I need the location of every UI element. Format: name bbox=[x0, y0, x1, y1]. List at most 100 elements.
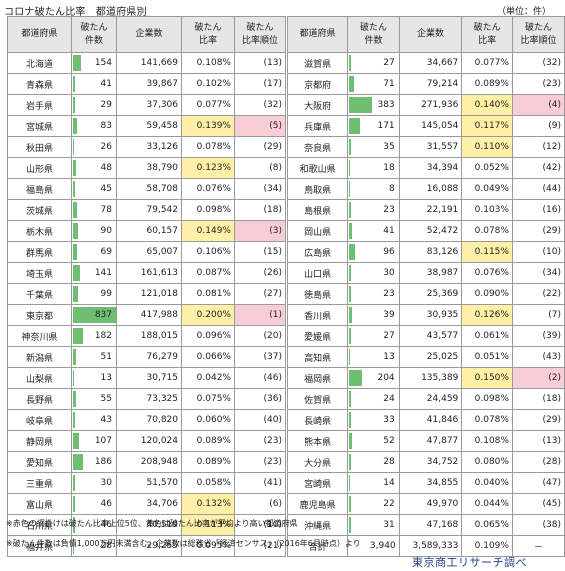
cell-company-count: 34,667 bbox=[398, 52, 463, 74]
cell-ratio-rank: (13) bbox=[234, 52, 286, 74]
table-row: 大阪府 383 271,936 0.140% (4) bbox=[286, 94, 565, 116]
count-value: 182 bbox=[94, 331, 112, 341]
count-value: 30 bbox=[383, 268, 395, 278]
cell-ratio-rank: (23) bbox=[511, 73, 565, 95]
table-row: 石川県 46 40,519 0.113% (10) bbox=[7, 514, 286, 536]
cell-prefecture: 埼玉県 bbox=[7, 262, 72, 284]
count-data-bar bbox=[73, 412, 76, 428]
cell-ratio-rank: (2) bbox=[511, 367, 565, 389]
cell-bankruptcy-count: 48 bbox=[71, 157, 117, 179]
count-value: 204 bbox=[377, 373, 395, 383]
cell-bankruptcy-ratio: 0.075% bbox=[181, 388, 235, 410]
cell-bankruptcy-count: 8 bbox=[347, 178, 400, 200]
table-row: 鳥取県 8 16,088 0.049% (44) bbox=[286, 178, 565, 200]
count-value: 41 bbox=[100, 79, 112, 89]
count-data-bar bbox=[349, 181, 350, 197]
table-row: 福井県 28 29,255 0.095% (21) bbox=[7, 535, 286, 557]
cell-prefecture: 秋田県 bbox=[7, 136, 72, 158]
cell-prefecture: 徳島県 bbox=[286, 283, 349, 305]
cell-ratio-rank: (17) bbox=[234, 73, 286, 95]
cell-bankruptcy-ratio: 0.040% bbox=[461, 472, 513, 494]
cell-bankruptcy-ratio: 0.089% bbox=[461, 73, 513, 95]
cell-prefecture: 佐賀県 bbox=[286, 388, 349, 410]
cell-ratio-rank: (38) bbox=[511, 514, 565, 536]
table-row: 神奈川県 182 188,015 0.096% (20) bbox=[7, 325, 286, 347]
count-data-bar bbox=[73, 328, 83, 344]
cell-prefecture: 岩手県 bbox=[7, 94, 72, 116]
cell-company-count: 79,542 bbox=[116, 199, 182, 221]
cell-company-count: 34,752 bbox=[398, 451, 463, 473]
table-row: 新潟県 51 76,279 0.066% (37) bbox=[7, 346, 286, 368]
cell-ratio-rank: (4) bbox=[511, 94, 565, 116]
count-value: 41 bbox=[383, 226, 395, 236]
cell-prefecture: 大阪府 bbox=[286, 94, 349, 116]
count-data-bar bbox=[73, 538, 75, 554]
cell-bankruptcy-ratio: 0.042% bbox=[181, 367, 235, 389]
cell-company-count: 208,948 bbox=[116, 451, 182, 473]
cell-bankruptcy-ratio: 0.140% bbox=[461, 94, 513, 116]
cell-bankruptcy-count: 99 bbox=[71, 283, 117, 305]
cell-ratio-rank: (15) bbox=[234, 241, 286, 263]
count-data-bar bbox=[73, 139, 75, 155]
table-row: 岡山県 41 52,472 0.078% (29) bbox=[286, 220, 565, 242]
count-data-bar bbox=[349, 244, 356, 260]
count-data-bar bbox=[349, 97, 373, 113]
table-row: 山梨県 13 30,715 0.042% (46) bbox=[7, 367, 286, 389]
count-data-bar bbox=[73, 76, 76, 92]
cell-bankruptcy-ratio: 0.102% bbox=[181, 73, 235, 95]
cell-prefecture: 山口県 bbox=[286, 262, 349, 284]
table-row: 香川県 39 30,935 0.126% (7) bbox=[286, 304, 565, 326]
table-row: 秋田県 26 33,126 0.078% (29) bbox=[7, 136, 286, 158]
cell-prefecture: 富山県 bbox=[7, 493, 72, 515]
cell-bankruptcy-count: 14 bbox=[347, 472, 400, 494]
count-data-bar bbox=[73, 181, 76, 197]
source-credit: 東京商工リサーチ調べ bbox=[412, 556, 527, 569]
count-data-bar bbox=[349, 286, 351, 302]
cell-prefecture: 長野県 bbox=[7, 388, 72, 410]
count-value: 99 bbox=[100, 289, 112, 299]
cell-ratio-rank: (27) bbox=[234, 283, 286, 305]
header-ratio: 破たん 比率 bbox=[461, 16, 513, 53]
table-row: 島根県 23 22,191 0.103% (16) bbox=[286, 199, 565, 221]
cell-company-count: 58,708 bbox=[116, 178, 182, 200]
cell-company-count: 121,018 bbox=[116, 283, 182, 305]
cell-bankruptcy-ratio: 0.103% bbox=[461, 199, 513, 221]
count-data-bar bbox=[73, 475, 75, 491]
cell-ratio-rank: (26) bbox=[234, 262, 286, 284]
cell-prefecture: 東京都 bbox=[7, 304, 72, 326]
count-value: 28 bbox=[383, 457, 395, 467]
cell-ratio-rank: (40) bbox=[234, 409, 286, 431]
cell-ratio-rank: (43) bbox=[511, 346, 565, 368]
cell-ratio-rank: (18) bbox=[234, 199, 286, 221]
cell-bankruptcy-ratio: 0.080% bbox=[461, 451, 513, 473]
count-data-bar bbox=[349, 328, 351, 344]
cell-bankruptcy-count: 18 bbox=[347, 157, 400, 179]
table-row: 栃木県 90 60,157 0.149% (3) bbox=[7, 220, 286, 242]
count-value: 29 bbox=[100, 100, 112, 110]
cell-prefecture: 愛知県 bbox=[7, 451, 72, 473]
header-count-line2: 件数 bbox=[84, 35, 103, 46]
cell-bankruptcy-ratio: 0.078% bbox=[461, 220, 513, 242]
count-data-bar bbox=[349, 160, 351, 176]
header-ratio-line2: 比率 bbox=[478, 35, 497, 46]
count-value: 8 bbox=[388, 184, 395, 194]
cell-prefecture: 長崎県 bbox=[286, 409, 349, 431]
cell-prefecture: 愛媛県 bbox=[286, 325, 349, 347]
cell-total-rank: － bbox=[511, 535, 565, 557]
cell-bankruptcy-ratio: 0.090% bbox=[461, 283, 513, 305]
cell-ratio-rank: (5) bbox=[234, 115, 286, 137]
cell-bankruptcy-ratio: 0.081% bbox=[181, 283, 235, 305]
cell-bankruptcy-count: 31 bbox=[347, 514, 400, 536]
count-value: 55 bbox=[100, 394, 112, 404]
cell-ratio-rank: (29) bbox=[234, 136, 286, 158]
count-value: 18 bbox=[383, 163, 395, 173]
count-data-bar bbox=[349, 349, 351, 365]
table-row: 佐賀県 24 24,459 0.098% (18) bbox=[286, 388, 565, 410]
cell-prefecture: 兵庫県 bbox=[286, 115, 349, 137]
cell-bankruptcy-count: 13 bbox=[347, 346, 400, 368]
count-value: 83 bbox=[100, 121, 112, 131]
cell-bankruptcy-count: 837 bbox=[71, 304, 117, 326]
count-value: 24 bbox=[383, 394, 395, 404]
table-row: 福岡県 204 135,389 0.150% (2) bbox=[286, 367, 565, 389]
cell-bankruptcy-count: 24 bbox=[347, 388, 400, 410]
